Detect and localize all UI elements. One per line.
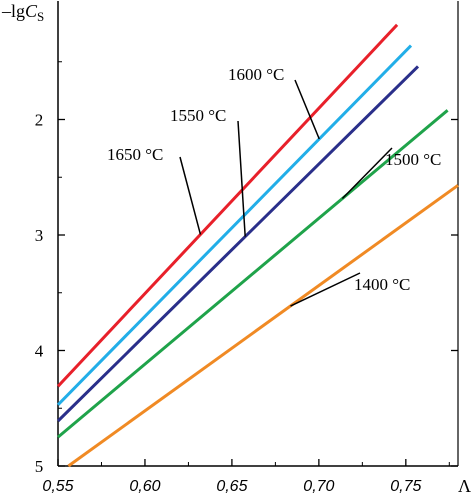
series-line	[56, 23, 399, 388]
series-label: 1500 °C	[385, 150, 441, 169]
y-tick-label: 2	[35, 111, 44, 130]
series-label: 1600 °C	[228, 65, 284, 84]
series-label-leader	[237, 120, 246, 237]
series-labels: 1650 °C 1600 °C 1550 °C 1500 °C 1400 °C	[107, 65, 441, 307]
series-label: 1400 °C	[354, 275, 410, 294]
series-label-leader	[179, 156, 202, 235]
y-tick-label: 3	[35, 226, 44, 245]
y-axis-title-sub: S	[37, 9, 44, 24]
y-axis-title-var: C	[25, 1, 38, 21]
series-line	[56, 65, 420, 423]
series-group	[56, 23, 459, 468]
series-label: 1650 °C	[107, 145, 163, 164]
series-label: 1550 °C	[170, 106, 226, 125]
x-tick-label: 0,60	[129, 478, 160, 495]
x-tick-label: 0,75	[390, 478, 421, 495]
x-tick-label: 0,55	[42, 478, 73, 495]
x-tick-label: 0,65	[216, 478, 247, 495]
y-axis-title-prefix: –lg	[1, 1, 25, 21]
y-tick-label: 5	[35, 457, 44, 476]
axes: 2 3 4 5 0,55 0,60 0,65 0,70 0,75	[35, 1, 459, 495]
y-tick-label: 4	[35, 342, 44, 361]
x-axis-title: Λ	[458, 476, 471, 496]
y-axis-title: –lgCS	[1, 1, 44, 24]
series-label-leader	[341, 147, 393, 200]
series-label-leader	[290, 272, 361, 307]
series-line	[67, 184, 459, 468]
series-line	[57, 109, 449, 439]
series-line	[56, 44, 413, 406]
series-label-leader	[294, 79, 320, 140]
x-tick-label: 0,70	[303, 478, 334, 495]
